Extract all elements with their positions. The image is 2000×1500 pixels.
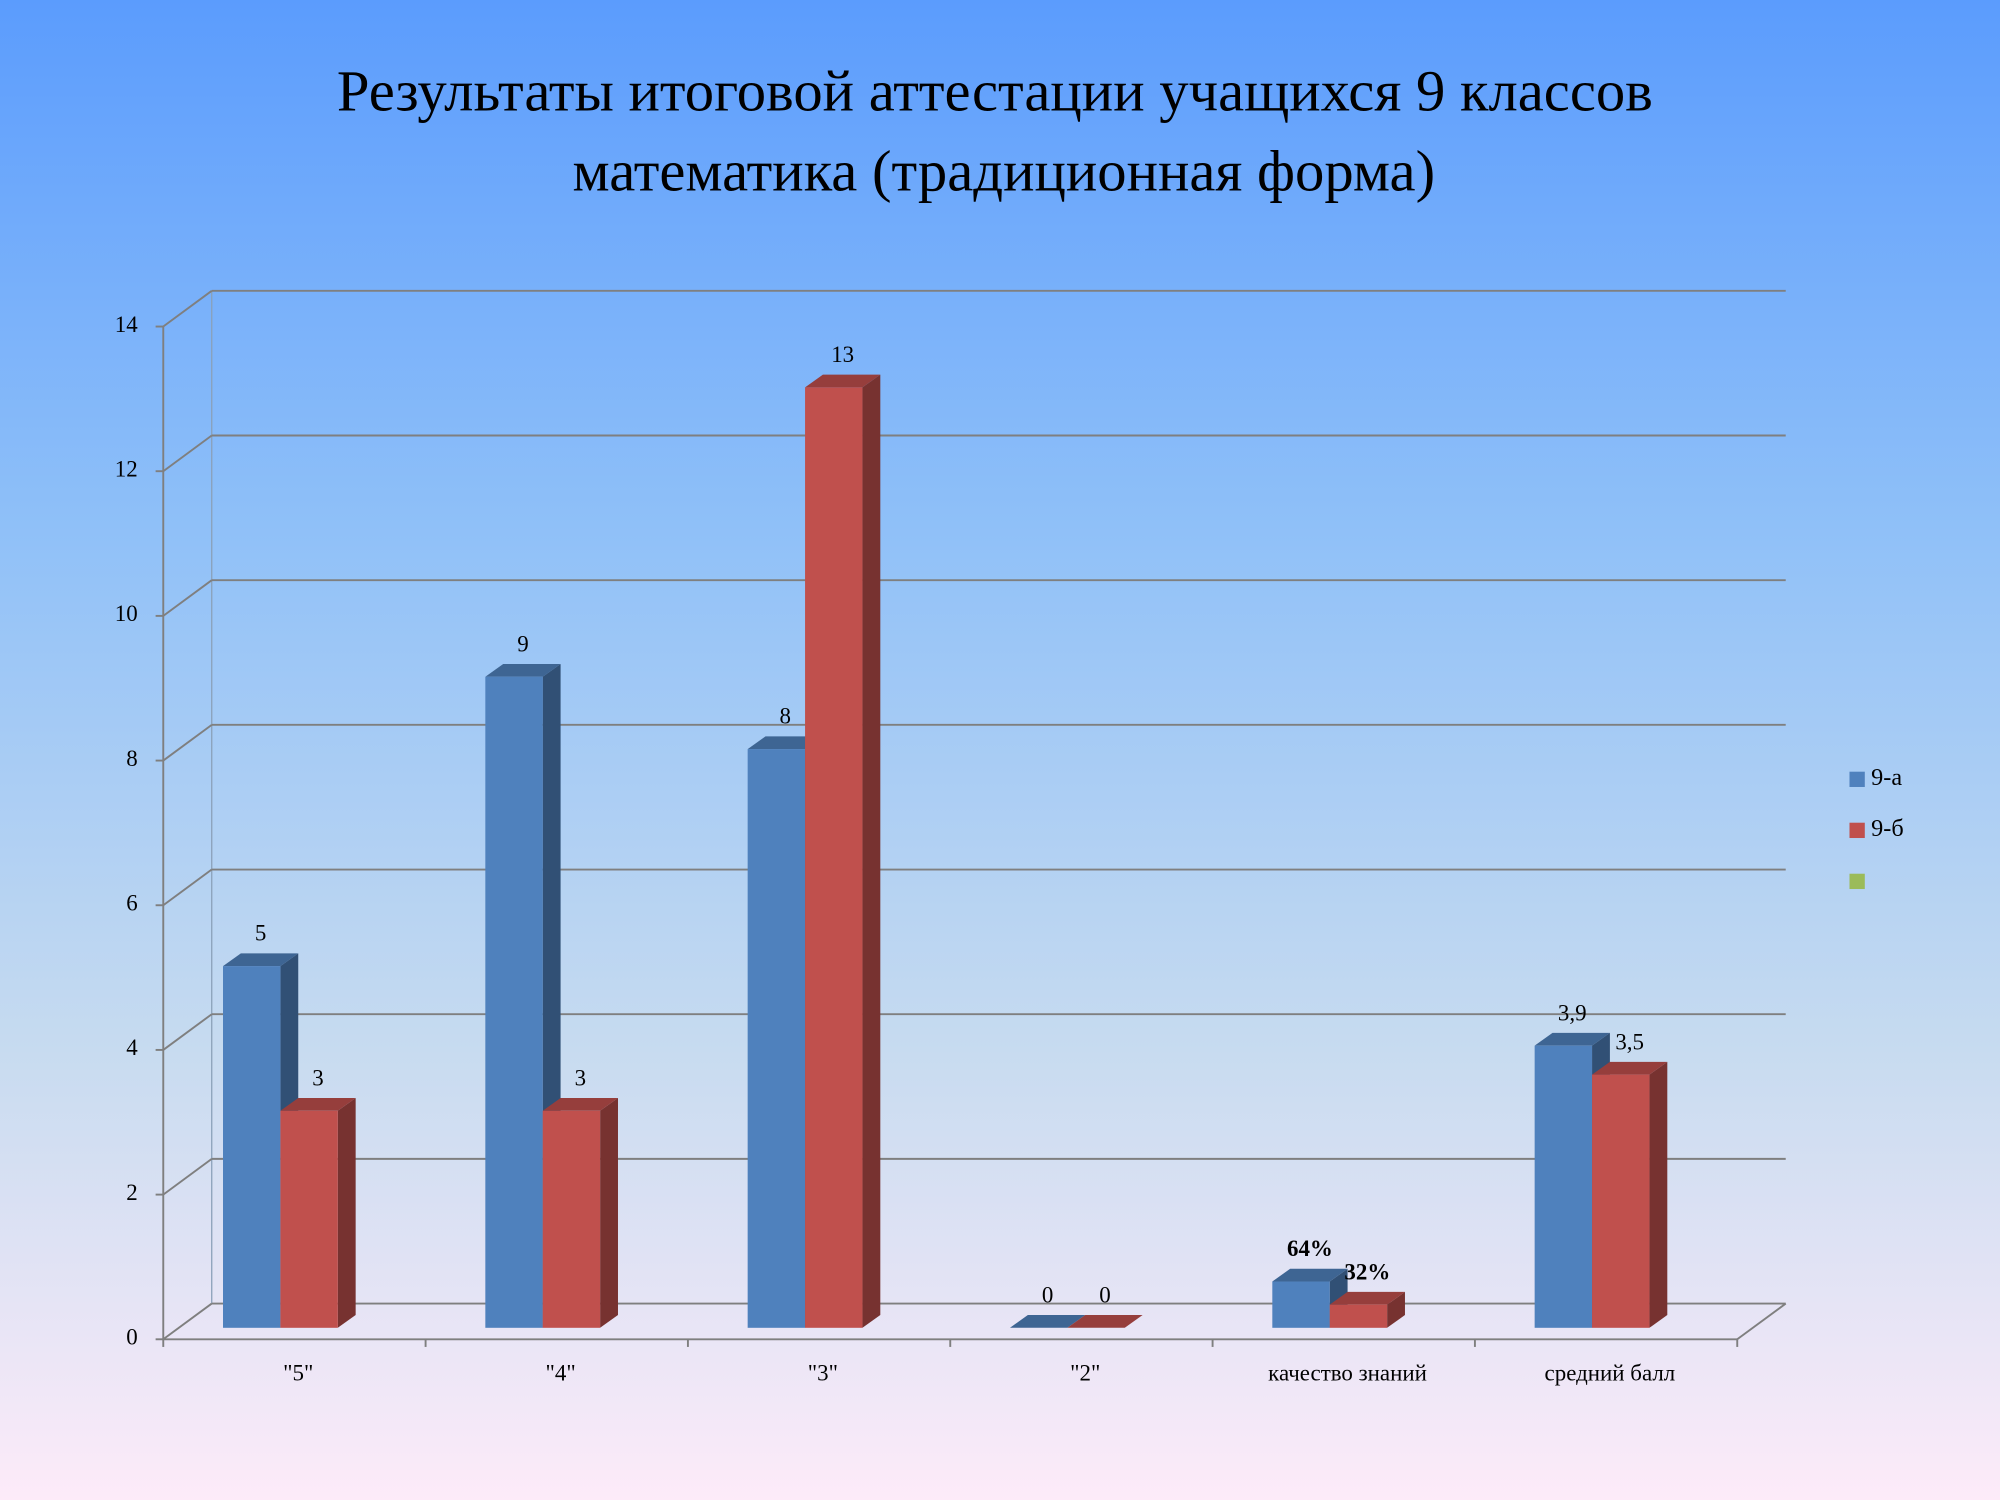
bar-front [805, 387, 863, 1328]
bar-front [1329, 1304, 1388, 1328]
legend-swatch [1849, 771, 1865, 787]
data-label: 32% [1344, 1259, 1390, 1284]
grid-line [162, 1013, 1786, 1051]
legend-swatch [1849, 822, 1865, 839]
bar-top [805, 374, 881, 388]
data-label: 3 [312, 1065, 323, 1090]
data-label: 5 [255, 921, 266, 946]
bar-side [600, 1098, 618, 1328]
chart-title: Результаты итоговой аттестации учащихся … [337, 58, 1653, 123]
data-label: 64% [1287, 1236, 1333, 1261]
bar-side [1387, 1291, 1405, 1328]
grid-line [162, 434, 1786, 472]
bar-front [1592, 1074, 1650, 1328]
bar-side [1649, 1061, 1668, 1328]
x-tick-label: "3" [808, 1360, 838, 1385]
bar-front [1534, 1045, 1593, 1328]
legend-swatch [1849, 873, 1865, 890]
x-tick-label: качество знаний [1268, 1360, 1427, 1385]
x-tick-label: "5" [283, 1360, 313, 1385]
bar-top [223, 953, 299, 967]
bar-front [747, 749, 806, 1328]
bar-side [862, 374, 881, 1328]
grid-side [162, 724, 213, 762]
data-label: 3,5 [1615, 1029, 1644, 1054]
y-tick-label: 6 [126, 891, 137, 916]
bar-front [280, 1110, 338, 1328]
y-tick-label: 2 [126, 1180, 137, 1205]
x-tick-label: "2" [1070, 1360, 1100, 1385]
data-label: 13 [831, 342, 854, 367]
bar-top [1329, 1291, 1405, 1305]
bar [280, 1098, 356, 1328]
bar [805, 374, 881, 1328]
grid-line [162, 579, 1786, 617]
bar-front [1272, 1281, 1330, 1328]
grid-side [162, 290, 213, 328]
floor-edge [1736, 1302, 1787, 1341]
grid-side [162, 434, 213, 472]
x-tick-label: средний балл [1545, 1360, 1676, 1385]
bar-top [747, 736, 823, 750]
bar-top [1534, 1032, 1610, 1046]
y-tick-label: 4 [126, 1035, 138, 1060]
bar [1009, 1315, 1086, 1328]
bar [1329, 1291, 1405, 1328]
grid-line [162, 1157, 1786, 1196]
chart-subtitle: математика (традиционная форма) [573, 139, 1436, 204]
bar-front [542, 1110, 601, 1328]
y-tick-label: 8 [126, 746, 137, 771]
y-tick-label: 0 [126, 1325, 137, 1350]
y-tick-label: 14 [115, 312, 138, 337]
bar-top [1009, 1315, 1086, 1328]
bar-top [485, 663, 561, 677]
grid-line [162, 1302, 1786, 1341]
y-tick-label: 12 [115, 456, 138, 481]
data-label: 3,9 [1558, 1000, 1587, 1025]
bar-top [1067, 1315, 1143, 1328]
legend-label: 9-а [1871, 764, 1902, 791]
bar [542, 1098, 618, 1328]
data-label: 8 [780, 704, 791, 729]
data-label: 3 [575, 1065, 586, 1090]
bar-front [223, 966, 281, 1328]
legend-label: 9-б [1871, 815, 1904, 842]
grid-side [162, 868, 213, 907]
bar-top [1592, 1061, 1668, 1075]
bar-top [280, 1098, 356, 1111]
data-label: 9 [517, 631, 528, 656]
bar [485, 663, 561, 1328]
bar [1592, 1061, 1668, 1328]
grid-line [162, 289, 1786, 328]
grid-side [162, 579, 213, 617]
data-label: 0 [1042, 1282, 1053, 1307]
y-tick-label: 10 [115, 601, 138, 626]
grid-side [162, 1302, 213, 1341]
bar-top [1272, 1268, 1348, 1282]
grid-line [162, 723, 1786, 762]
bar-front [485, 676, 543, 1328]
grid-line [162, 868, 1786, 907]
bar [1067, 1315, 1143, 1328]
grid-side [162, 1158, 213, 1196]
data-label: 0 [1099, 1282, 1110, 1307]
x-tick-label: "4" [545, 1360, 575, 1385]
bar-side [337, 1098, 356, 1328]
bar-top [542, 1098, 618, 1111]
grid-side [162, 1013, 213, 1051]
